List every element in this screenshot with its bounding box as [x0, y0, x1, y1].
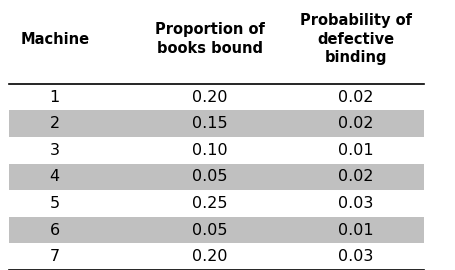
Text: 0.25: 0.25 — [192, 196, 227, 211]
Text: Proportion of
books bound: Proportion of books bound — [155, 22, 264, 56]
Bar — [9, 164, 423, 190]
Text: 5: 5 — [50, 196, 60, 211]
Text: 0.03: 0.03 — [337, 196, 373, 211]
Text: 0.02: 0.02 — [337, 90, 373, 104]
Text: 0.05: 0.05 — [192, 222, 227, 238]
Text: 4: 4 — [50, 169, 60, 184]
Text: 1: 1 — [50, 90, 60, 104]
Text: 0.03: 0.03 — [337, 249, 373, 264]
Text: 2: 2 — [50, 116, 60, 131]
Bar — [9, 110, 423, 137]
Text: 0.05: 0.05 — [192, 169, 227, 184]
Text: 0.02: 0.02 — [337, 169, 373, 184]
Text: 0.01: 0.01 — [337, 143, 373, 158]
Text: 7: 7 — [50, 249, 60, 264]
Text: 0.15: 0.15 — [192, 116, 227, 131]
Text: 6: 6 — [50, 222, 60, 238]
Text: Probability of
defective
binding: Probability of defective binding — [299, 13, 411, 65]
Text: 0.02: 0.02 — [337, 116, 373, 131]
Text: Machine: Machine — [20, 32, 89, 47]
Text: 0.01: 0.01 — [337, 222, 373, 238]
Text: 3: 3 — [50, 143, 60, 158]
Bar — [9, 217, 423, 243]
Text: 0.20: 0.20 — [192, 249, 227, 264]
Text: 0.10: 0.10 — [192, 143, 227, 158]
Text: 0.20: 0.20 — [192, 90, 227, 104]
